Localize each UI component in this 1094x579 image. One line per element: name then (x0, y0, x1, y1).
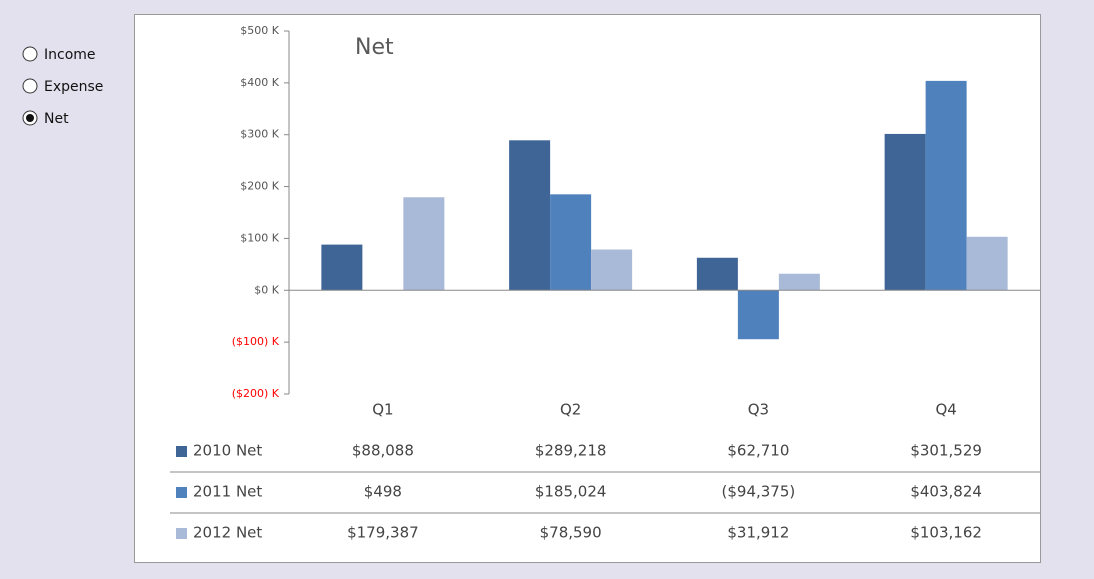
y-tick-label: $500 K (240, 24, 279, 37)
table-value: $301,529 (910, 442, 982, 460)
legend-swatch (176, 487, 187, 498)
bar (591, 249, 633, 291)
table-value: $185,024 (535, 483, 607, 501)
table-value: $403,824 (910, 483, 982, 501)
bar (696, 257, 738, 291)
table-value: $88,088 (352, 442, 414, 460)
legend-label: 2011 Net (193, 483, 262, 501)
bar (509, 140, 551, 291)
y-tick-label: $300 K (240, 128, 279, 141)
x-tick-label: Q2 (560, 401, 581, 419)
radio-label[interactable]: Net (44, 111, 69, 127)
bar (966, 236, 1008, 291)
table-value: $62,710 (727, 442, 789, 460)
bar (884, 133, 926, 291)
bar (737, 290, 779, 340)
bar (778, 273, 820, 291)
radio-button[interactable] (22, 46, 38, 62)
y-tick-label: $100 K (240, 231, 279, 244)
y-tick-label: $0 K (254, 283, 279, 296)
radio-label[interactable]: Income (44, 47, 96, 63)
table-value: $498 (364, 483, 402, 501)
chart-title: Net (355, 35, 394, 60)
radio-dot (26, 114, 34, 122)
y-tick-label: ($200) K (232, 387, 280, 400)
x-tick-label: Q4 (935, 401, 956, 419)
x-tick-label: Q3 (748, 401, 769, 419)
y-tick-label: $400 K (240, 76, 279, 89)
legend-label: 2012 Net (193, 524, 262, 542)
y-tick-label: $200 K (240, 180, 279, 193)
legend-label: 2010 Net (193, 442, 262, 460)
bar (403, 197, 445, 291)
table-value: $103,162 (910, 524, 982, 542)
legend-swatch (176, 446, 187, 457)
legend-swatch (176, 528, 187, 539)
bar (925, 80, 967, 291)
y-tick-label: ($100) K (232, 335, 280, 348)
table-value: ($94,375) (722, 483, 796, 501)
table-value: $289,218 (535, 442, 607, 460)
radio-label[interactable]: Expense (44, 79, 103, 95)
table-value: $31,912 (727, 524, 789, 542)
bar (550, 194, 592, 291)
table-value: $78,590 (540, 524, 602, 542)
radio-button[interactable] (22, 78, 38, 94)
table-value: $179,387 (347, 524, 419, 542)
bar (321, 244, 363, 291)
x-tick-label: Q1 (372, 401, 393, 419)
